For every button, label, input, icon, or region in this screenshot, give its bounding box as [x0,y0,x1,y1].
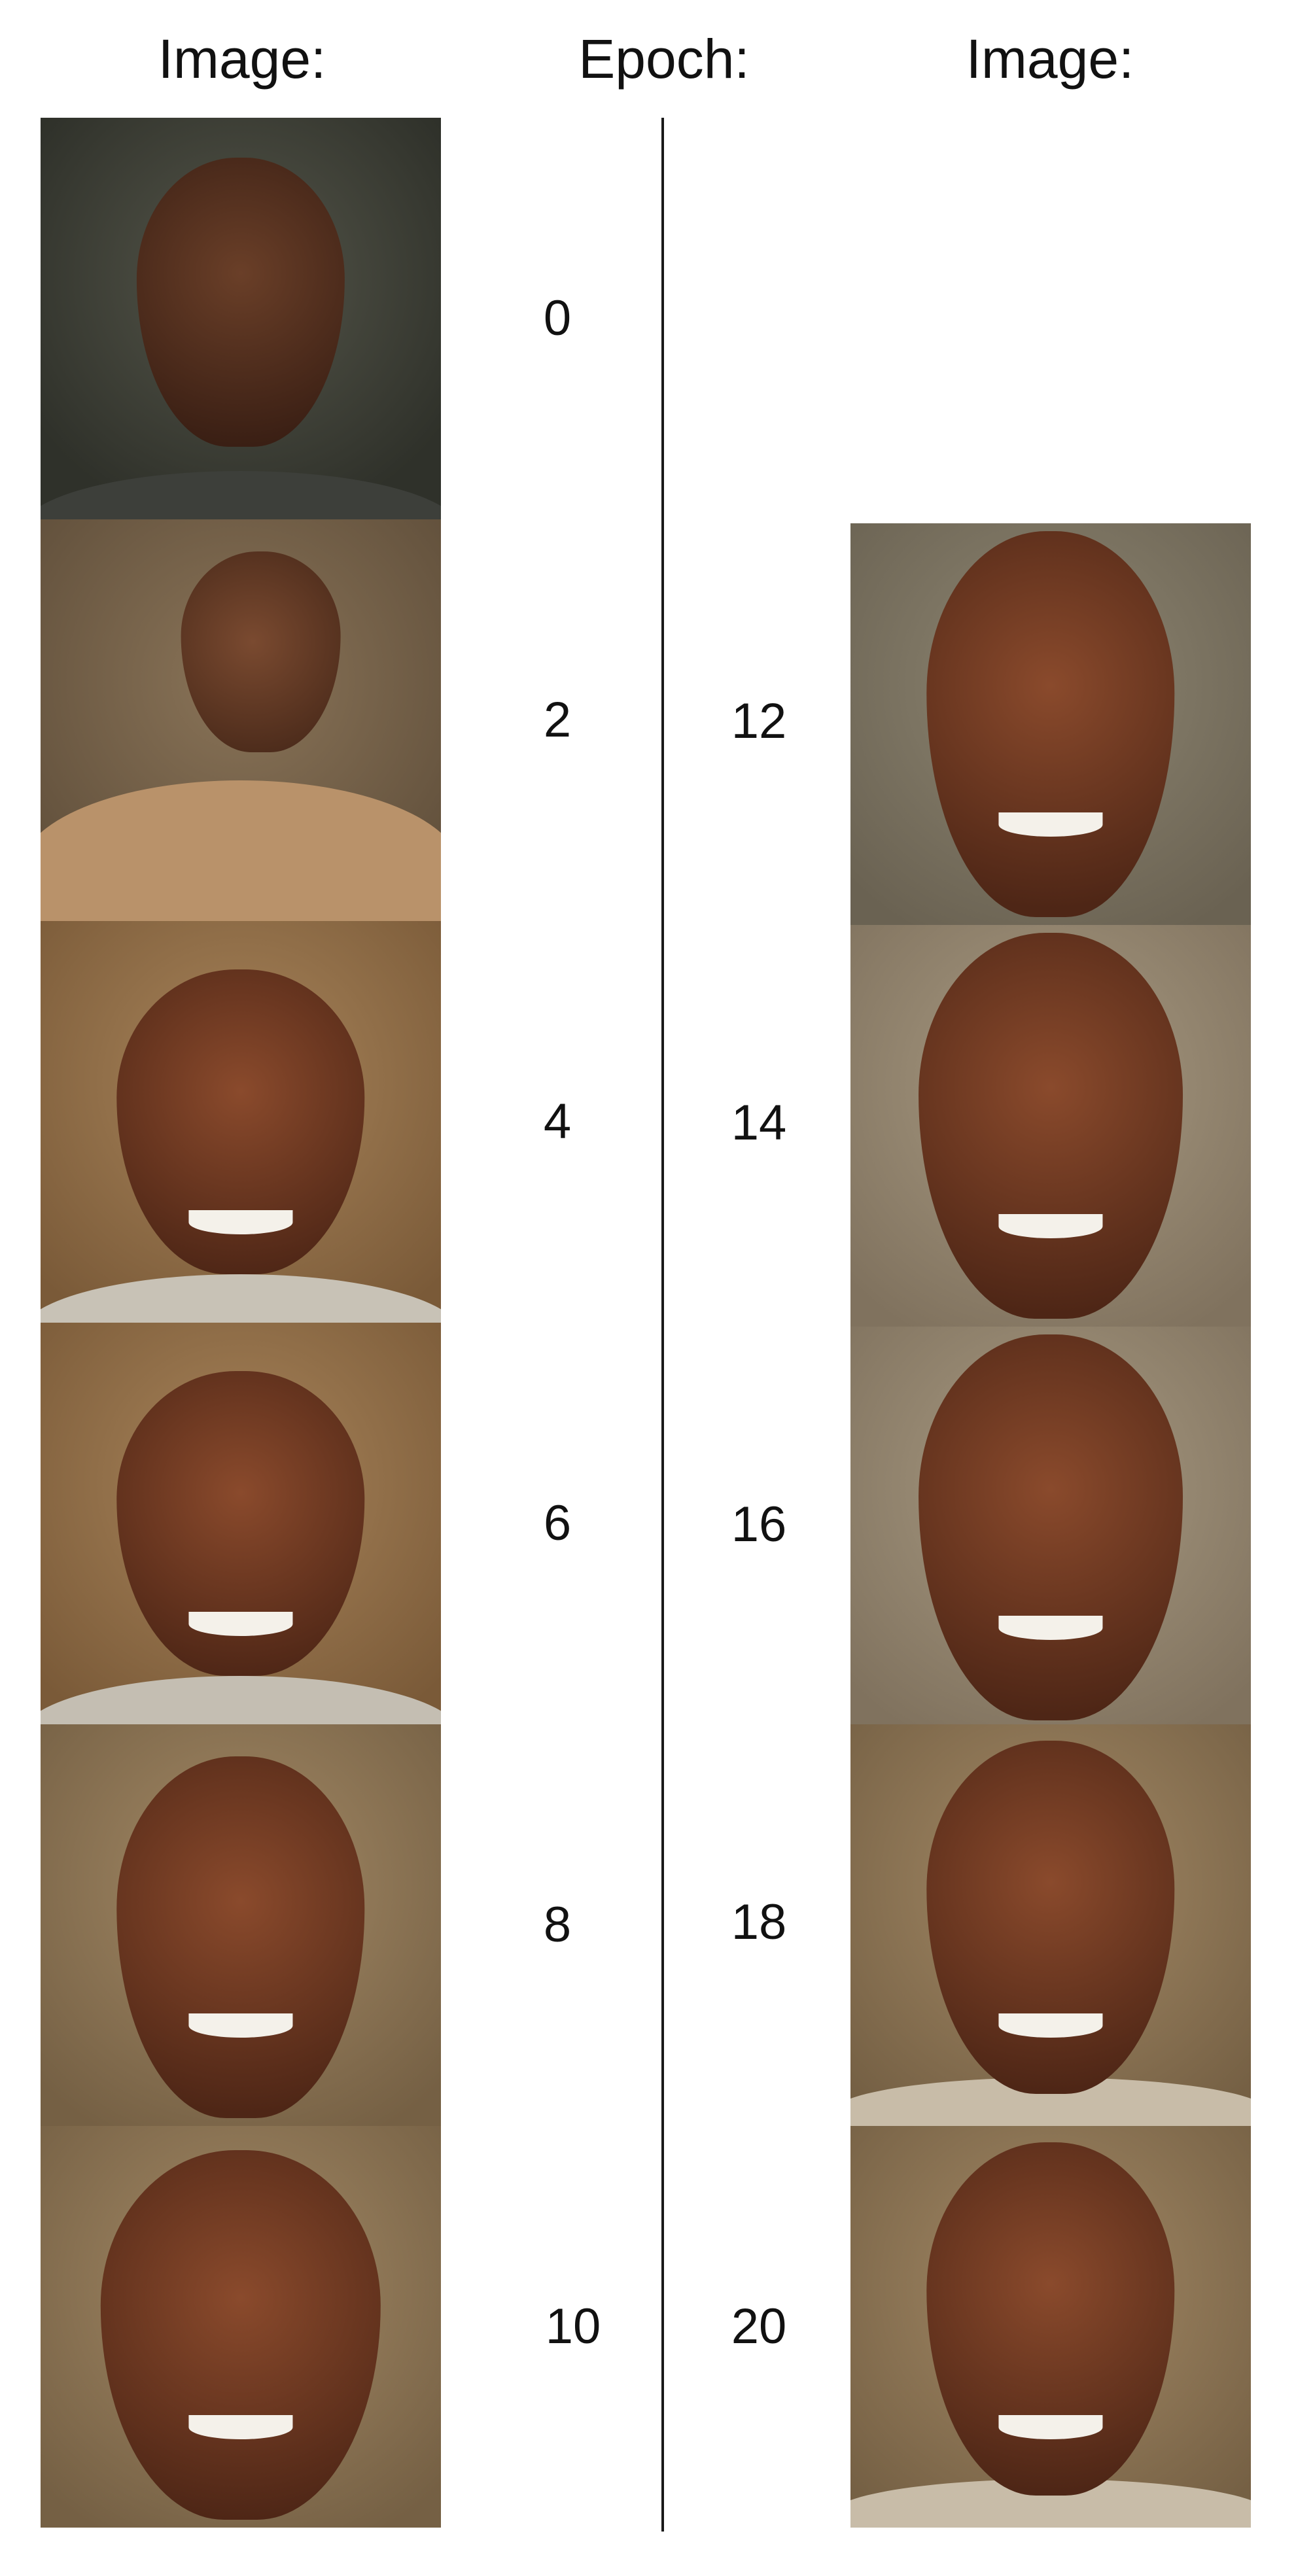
header-epoch: Epoch: [578,28,750,90]
epoch-label: 14 [731,1095,787,1151]
portrait-epoch-20 [850,2126,1251,2528]
epoch-label: 20 [731,2299,787,2354]
header-image-right: Image: [966,28,1134,90]
header-image-left: Image: [158,28,326,90]
portrait-epoch-0 [41,118,441,519]
epoch-label: 2 [543,692,572,748]
portrait-epoch-4 [41,921,441,1323]
epoch-label: 4 [543,1094,572,1149]
portrait-epoch-18 [850,1724,1251,2126]
epoch-label: 6 [543,1495,572,1551]
portrait-epoch-6 [41,1323,441,1724]
epoch-label: 0 [543,290,572,346]
epoch-label: 12 [731,693,787,749]
epoch-label: 10 [545,2299,601,2354]
epoch-label: 16 [731,1497,787,1552]
portrait-epoch-10 [41,2126,441,2528]
portrait-epoch-12 [850,523,1251,925]
epoch-label: 18 [731,1894,787,1950]
epoch-label: 8 [543,1897,572,1953]
portrait-epoch-2 [41,519,441,921]
column-divider [661,118,664,2532]
portrait-epoch-8 [41,1724,441,2126]
portrait-epoch-14 [850,925,1251,1327]
portrait-epoch-16 [850,1327,1251,1728]
